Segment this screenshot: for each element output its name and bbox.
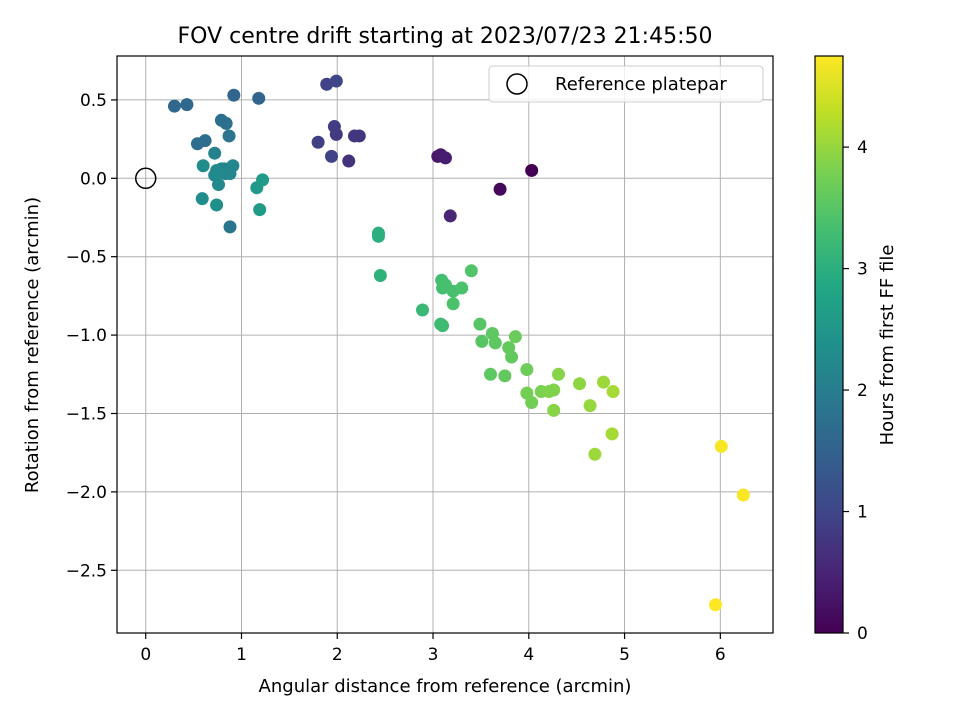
- data-point: [342, 154, 356, 168]
- x-tick-label: 1: [236, 645, 247, 665]
- data-point: [223, 167, 237, 181]
- data-point: [415, 303, 429, 317]
- y-tick-label: −2.0: [66, 483, 107, 503]
- colorbar-tick-label: 3: [857, 260, 868, 280]
- legend-box: [488, 65, 764, 103]
- data-point: [475, 334, 489, 348]
- colorbar-label: Hours from first FF file: [877, 245, 898, 446]
- data-point: [596, 375, 610, 389]
- data-point: [505, 350, 519, 364]
- data-point: [195, 192, 209, 206]
- legend: Reference platepar: [488, 65, 764, 103]
- data-point: [714, 439, 728, 453]
- data-point: [327, 120, 341, 134]
- data-point: [464, 264, 478, 278]
- data-point: [436, 319, 450, 333]
- data-point: [212, 178, 226, 192]
- data-point: [488, 336, 502, 350]
- y-axis-ticks: 0.5 0.0 −0.5 −1.0 −1.5 −2.0 −2.5: [66, 91, 117, 581]
- data-point: [371, 229, 385, 243]
- data-point: [573, 377, 587, 391]
- data-point: [583, 399, 597, 413]
- data-point: [198, 134, 212, 148]
- x-axis-label: Angular distance from reference (arcmin): [259, 676, 632, 697]
- data-point: [311, 135, 325, 149]
- x-axis-ticks: 0 1 2 3 4 5 6: [140, 633, 726, 665]
- data-point: [520, 363, 534, 377]
- data-point: [352, 129, 366, 143]
- x-tick-label: 4: [523, 645, 534, 665]
- data-point: [222, 129, 236, 143]
- data-point: [547, 383, 561, 397]
- data-point: [196, 159, 210, 173]
- data-point: [219, 116, 233, 130]
- colorbar-tick-label: 0: [857, 624, 868, 644]
- data-point: [547, 403, 561, 417]
- data-point: [256, 173, 270, 187]
- data-point: [438, 151, 452, 165]
- data-point: [223, 220, 237, 234]
- y-tick-label: −1.5: [66, 404, 107, 424]
- data-point: [498, 369, 512, 383]
- data-point: [325, 149, 339, 163]
- legend-reference-marker: [506, 73, 528, 95]
- colorbar-tick-label: 1: [857, 503, 868, 523]
- y-tick-label: −2.5: [66, 561, 107, 581]
- data-point: [167, 99, 181, 113]
- y-tick-label: 0.5: [80, 91, 107, 111]
- plot-background: [117, 56, 773, 633]
- colorbar-tick-label: 4: [857, 138, 868, 158]
- data-point: [736, 488, 750, 502]
- data-point: [606, 385, 620, 399]
- data-point: [208, 146, 222, 160]
- data-point: [446, 297, 460, 311]
- plot-frame: [116, 55, 774, 634]
- data-point: [588, 447, 602, 461]
- colorbar-gradient: [814, 55, 844, 634]
- x-tick-label: 3: [428, 645, 439, 665]
- data-point: [252, 91, 266, 105]
- data-point: [483, 367, 497, 381]
- x-tick-label: 2: [332, 645, 343, 665]
- data-point: [709, 598, 723, 612]
- legend-label: Reference platepar: [555, 74, 727, 95]
- data-point: [525, 396, 539, 410]
- y-tick-label: −1.0: [66, 326, 107, 346]
- grid: [117, 56, 773, 633]
- data-point: [551, 367, 565, 381]
- data-point: [493, 182, 507, 196]
- data-point: [455, 281, 469, 295]
- data-point: [329, 74, 343, 88]
- y-axis-label: Rotation from reference (arcmin): [22, 197, 43, 493]
- y-tick-label: 0.0: [80, 169, 107, 189]
- data-point: [210, 163, 224, 177]
- x-tick-label: 5: [619, 645, 630, 665]
- scatter-points: [167, 74, 750, 612]
- plot-area: [116, 55, 774, 634]
- reference-platepar-marker: [134, 167, 157, 190]
- colorbar-tick-label: 2: [857, 381, 868, 401]
- data-point: [253, 203, 267, 217]
- data-point: [443, 209, 457, 223]
- data-point: [525, 163, 539, 177]
- data-point: [373, 269, 387, 283]
- y-tick-label: −0.5: [66, 248, 107, 268]
- data-point: [180, 98, 194, 112]
- x-tick-label: 6: [715, 645, 726, 665]
- colorbar: 0 1 2 3 4 Hours from first FF file: [814, 55, 898, 644]
- data-point: [227, 88, 241, 102]
- chart-title: FOV centre drift starting at 2023/07/23 …: [178, 24, 713, 49]
- data-point: [508, 330, 522, 344]
- colorbar-ticks: 0 1 2 3 4: [843, 138, 868, 644]
- data-point: [605, 427, 619, 441]
- data-point: [473, 317, 487, 331]
- x-tick-label: 0: [140, 645, 151, 665]
- data-point: [210, 198, 224, 212]
